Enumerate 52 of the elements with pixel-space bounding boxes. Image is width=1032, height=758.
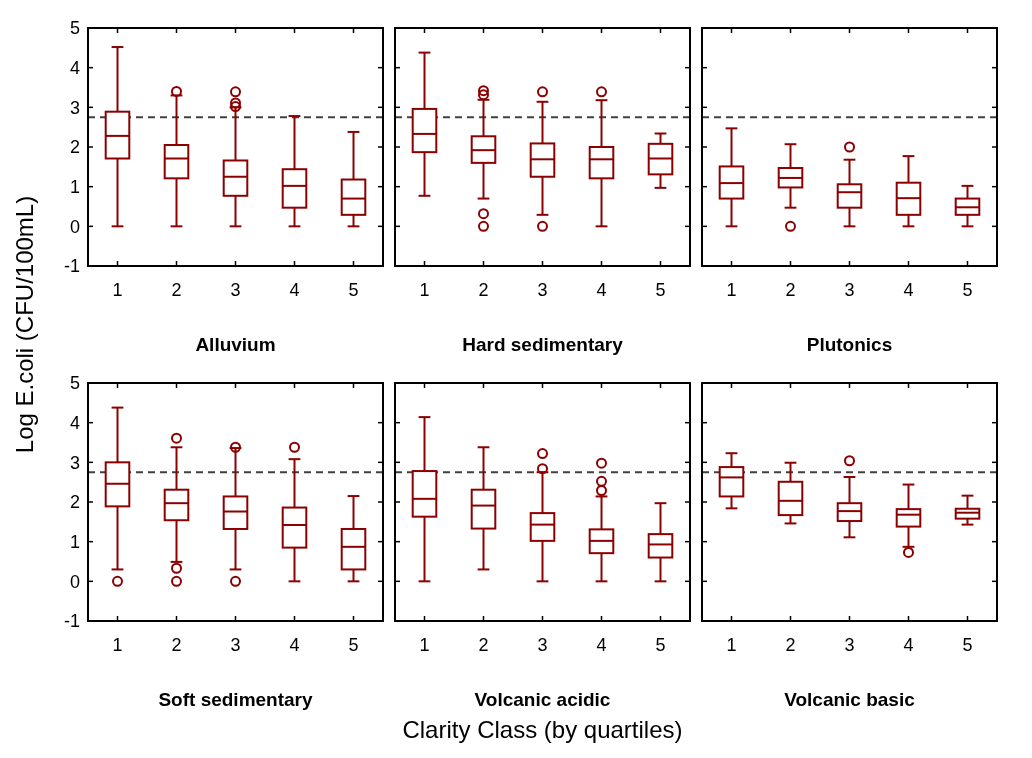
x-tick-label: 4 [903, 280, 914, 300]
y-tick-label: -1 [63, 611, 80, 632]
y-tick-label: -1 [63, 256, 80, 277]
x-tick-label: 1 [726, 280, 737, 300]
x-tick-label: 3 [844, 635, 855, 655]
text: Volcanic acidic [474, 689, 611, 710]
x-tick-label: 5 [962, 635, 973, 655]
y-tick-label: 2 [69, 137, 80, 158]
x-tick-label: 2 [785, 635, 796, 655]
x-tick-label: 2 [171, 635, 182, 655]
x-tick-label: 5 [348, 280, 359, 300]
text: Volcanic basic [784, 689, 916, 710]
text: Alluvium [195, 334, 276, 355]
x-tick-label: 3 [537, 280, 548, 300]
x-tick-label: 2 [785, 280, 796, 300]
x-tick-label: 3 [537, 635, 548, 655]
x-tick-label: 4 [596, 635, 607, 655]
y-tick-label: 3 [69, 97, 80, 118]
x-tick-label: 4 [903, 635, 914, 655]
x-tick-label: 1 [419, 635, 430, 655]
x-tick-label: 1 [726, 635, 737, 655]
x-tick-label: 4 [596, 280, 607, 300]
x-tick-label: 3 [844, 280, 855, 300]
text: Hard sedimentary [462, 334, 624, 355]
x-tick-label: 1 [419, 280, 430, 300]
y-tick-label: 5 [69, 18, 80, 39]
x-tick-label: 4 [289, 635, 300, 655]
y-tick-label: 2 [69, 492, 80, 513]
x-tick-label: 5 [655, 280, 666, 300]
x-tick-label: 3 [230, 280, 241, 300]
x-tick-label: 5 [962, 280, 973, 300]
x-tick-label: 2 [478, 280, 489, 300]
x-axis-title: Clarity Class (by quartiles) [402, 716, 683, 743]
y-axis-title: Log E.coli (CFU/100mL) [11, 195, 38, 454]
x-tick-label: 4 [289, 280, 300, 300]
y-tick-label: 3 [69, 452, 80, 473]
x-tick-label: 5 [348, 635, 359, 655]
y-tick-label: 0 [69, 216, 80, 237]
x-tick-label: 1 [112, 635, 123, 655]
y-tick-label: 1 [69, 176, 80, 197]
y-tick-label: 4 [69, 57, 80, 78]
y-tick-label: 0 [69, 571, 80, 592]
text: Plutonics [806, 334, 893, 355]
x-tick-label: 2 [478, 635, 489, 655]
y-tick-label: 1 [69, 531, 80, 552]
x-tick-label: 5 [655, 635, 666, 655]
x-tick-label: 1 [112, 280, 123, 300]
y-tick-label: 4 [69, 412, 80, 433]
x-tick-label: 2 [171, 280, 182, 300]
x-tick-label: 3 [230, 635, 241, 655]
text: Soft sedimentary [158, 689, 314, 710]
y-tick-label: 5 [69, 373, 80, 394]
